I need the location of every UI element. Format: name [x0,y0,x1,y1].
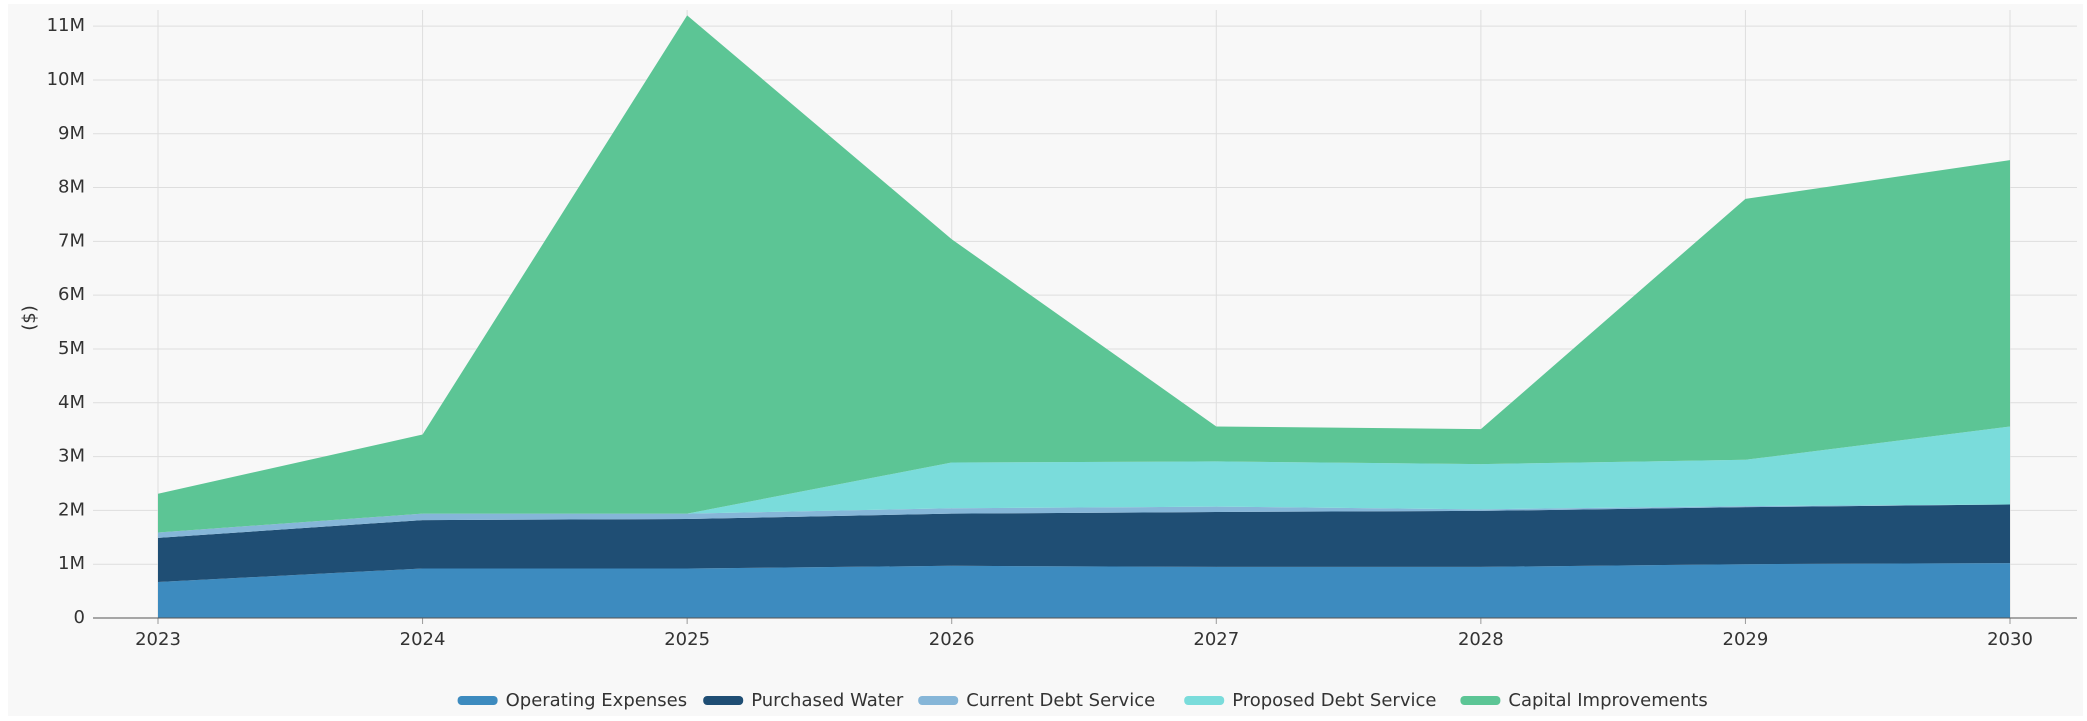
legend-label: Capital Improvements [1508,690,1707,711]
x-tick-label: 2023 [135,629,181,650]
legend-label: Purchased Water [751,690,904,711]
y-tick-label: 4M [58,392,85,413]
x-tick-label: 2026 [929,629,975,650]
legend-label: Operating Expenses [506,690,687,711]
y-tick-label: 6M [58,284,85,305]
area [158,504,2010,582]
area [158,15,2010,533]
y-tick-label: 2M [58,499,85,520]
legend-label: Proposed Debt Service [1232,690,1436,711]
area [158,426,2010,533]
y-tick-label: 9M [58,123,85,144]
y-axis-label: ($) [19,305,40,331]
x-tick-label: 2028 [1458,629,1504,650]
y-tick-label: 1M [58,553,85,574]
y-tick-label: 3M [58,446,85,467]
legend-label: Current Debt Service [966,690,1155,711]
x-tick-label: 2030 [1987,629,2033,650]
legend-swatch [703,696,744,705]
legend-swatch [1460,696,1501,705]
legend-swatch [1184,696,1225,705]
x-tick-label: 2025 [664,629,710,650]
area [158,563,2010,618]
legend-swatch [918,696,959,705]
area [158,504,2010,538]
x-tick-label: 2027 [1193,629,1239,650]
y-tick-label: 10M [47,69,85,90]
y-tick-label: 5M [58,338,85,359]
y-tick-label: 0 [74,607,85,628]
legend-swatch [457,696,498,705]
y-tick-label: 7M [58,230,85,251]
x-tick-label: 2029 [1723,629,1769,650]
y-tick-label: 11M [47,15,85,36]
x-tick-label: 2024 [400,629,446,650]
y-tick-label: 8M [58,177,85,198]
